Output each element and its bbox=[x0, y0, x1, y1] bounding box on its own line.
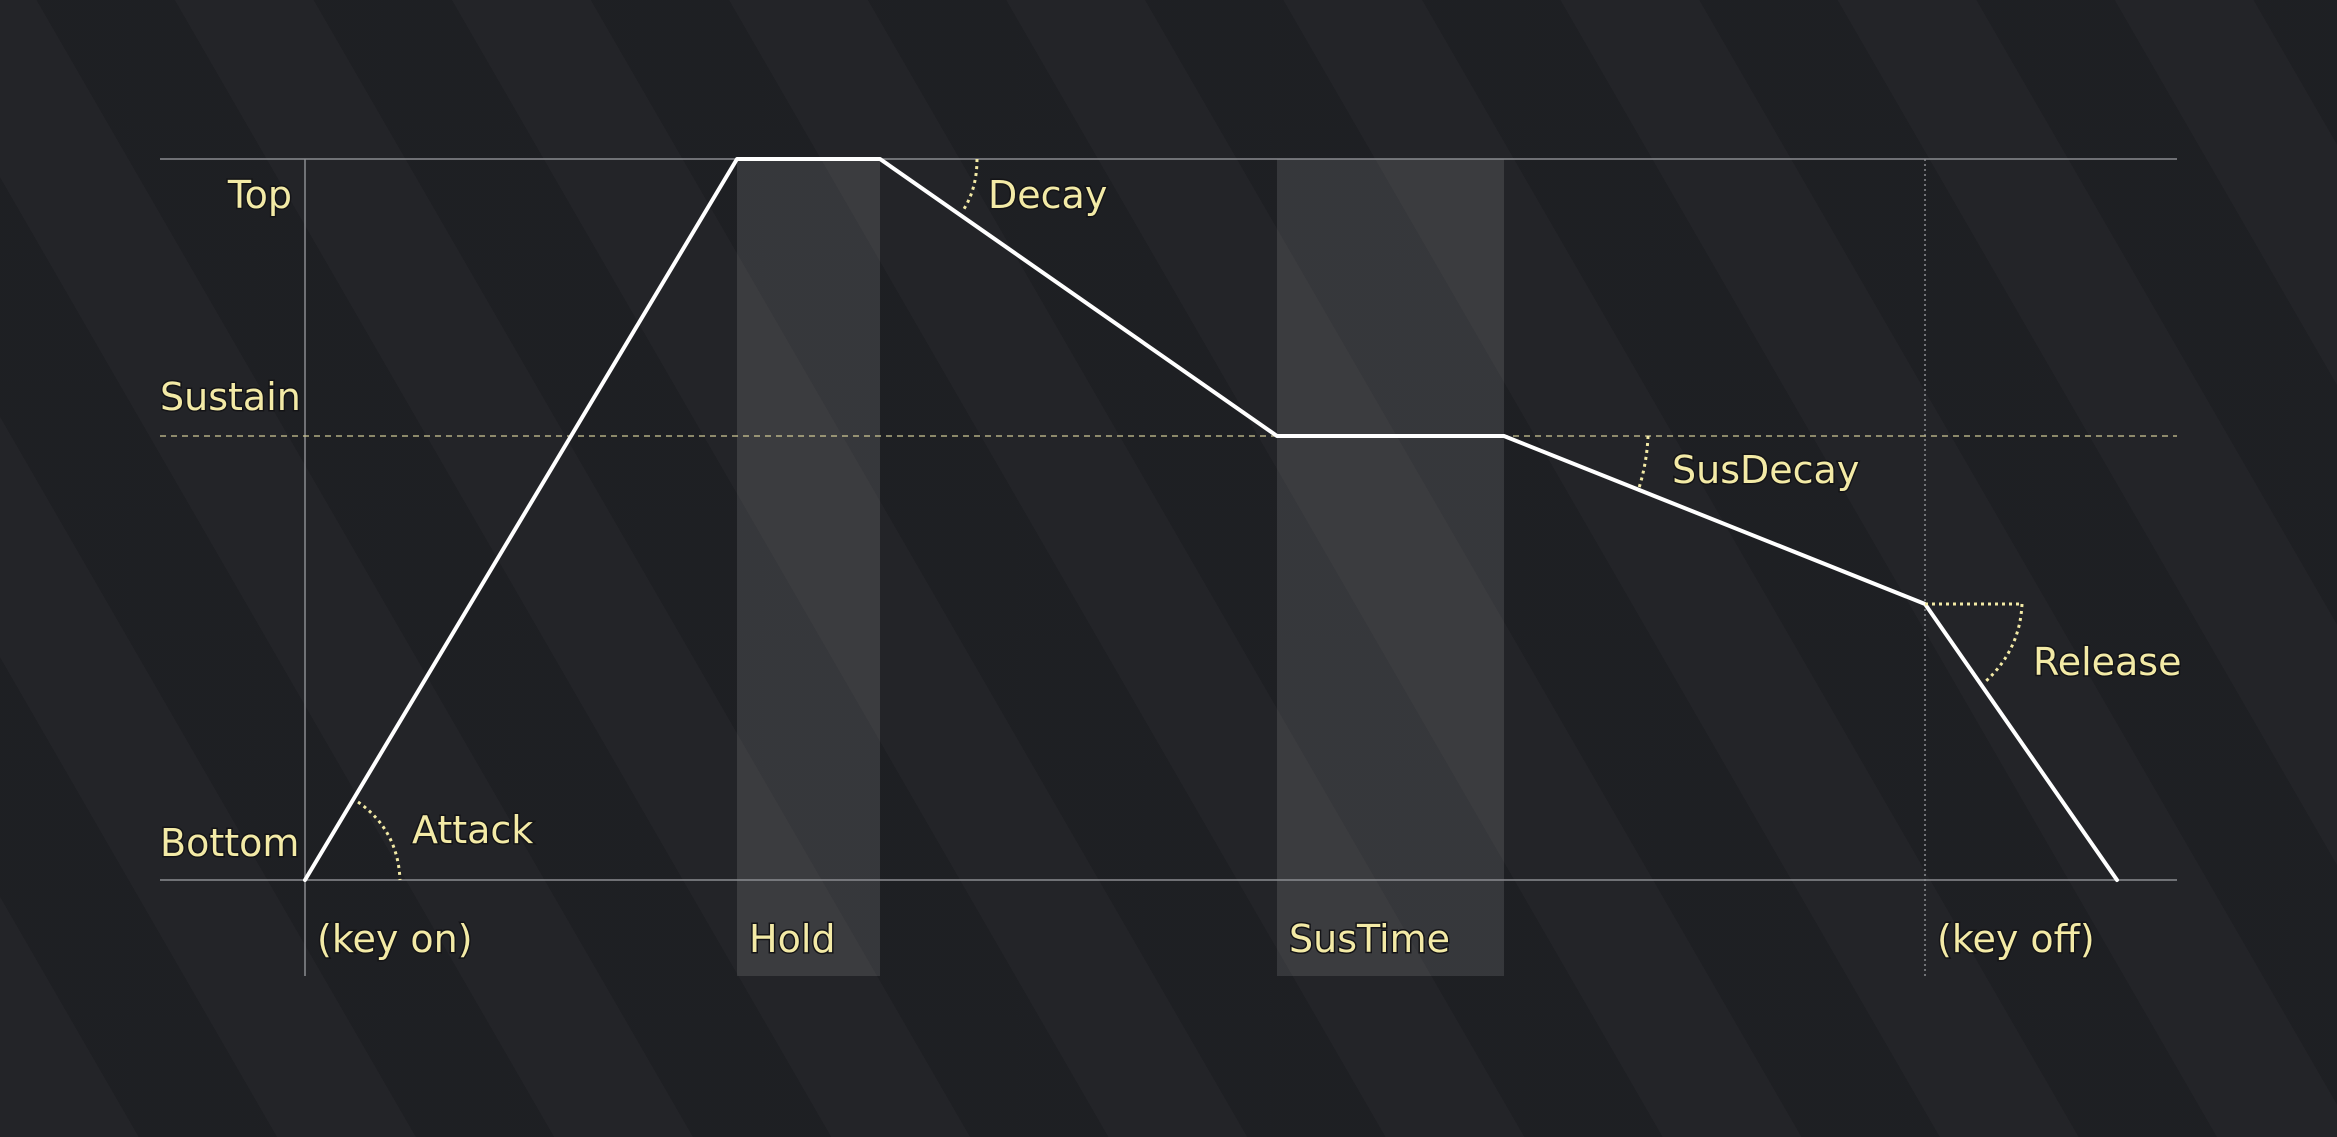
attack-label: Attack bbox=[412, 808, 533, 852]
susdecay-angle-arc bbox=[1637, 435, 1650, 489]
key-on-label: (key on) bbox=[317, 917, 473, 961]
sustime-label: SusTime bbox=[1289, 917, 1450, 961]
envelope-curve bbox=[303, 157, 2119, 882]
sustime-band bbox=[1277, 159, 1504, 976]
release-label: Release bbox=[2033, 640, 2181, 684]
hold-label: Hold bbox=[749, 917, 836, 961]
top-label: Top bbox=[227, 173, 292, 217]
attack-angle-arc bbox=[357, 800, 402, 881]
hold-band bbox=[737, 159, 880, 976]
susdecay-label: SusDecay bbox=[1672, 448, 1859, 492]
release-angle-arc bbox=[1983, 603, 2024, 684]
key-off-label: (key off) bbox=[1937, 917, 2095, 961]
sustain-label: Sustain bbox=[160, 375, 301, 419]
decay-label: Decay bbox=[988, 173, 1107, 217]
bottom-label: Bottom bbox=[160, 821, 299, 865]
decay-angle-arc bbox=[960, 158, 979, 213]
